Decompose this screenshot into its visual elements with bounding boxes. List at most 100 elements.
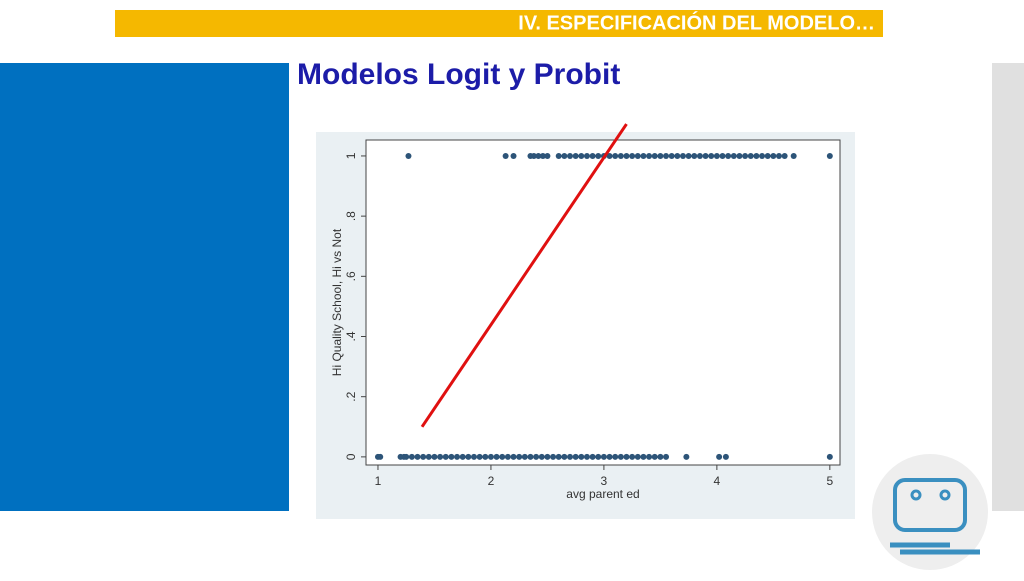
point: [499, 453, 506, 460]
point: [431, 453, 438, 460]
point: [578, 152, 585, 159]
point: [617, 152, 624, 159]
point: [493, 453, 500, 460]
point: [572, 453, 579, 460]
point: [442, 453, 449, 460]
point: [408, 453, 415, 460]
point: [544, 152, 551, 159]
point: [775, 152, 782, 159]
point: [623, 453, 630, 460]
point: [759, 152, 766, 159]
point: [535, 152, 542, 159]
point: [516, 453, 523, 460]
point: [736, 152, 743, 159]
point: [583, 152, 590, 159]
point: [651, 453, 658, 460]
point: [544, 453, 551, 460]
point: [448, 453, 455, 460]
point: [657, 453, 664, 460]
point: [629, 453, 636, 460]
point: [716, 453, 723, 460]
x-tick-label: 1: [375, 474, 382, 488]
point: [683, 453, 690, 460]
point: [578, 453, 585, 460]
point: [663, 453, 670, 460]
point: [459, 453, 466, 460]
point: [764, 152, 771, 159]
point: [567, 453, 574, 460]
point: [668, 152, 675, 159]
point: [527, 453, 534, 460]
point: [657, 152, 664, 159]
point: [781, 152, 788, 159]
point: [790, 152, 797, 159]
point: [651, 152, 658, 159]
point: [521, 453, 528, 460]
point: [634, 152, 641, 159]
point: [719, 152, 726, 159]
point: [414, 453, 421, 460]
point: [595, 453, 602, 460]
point: [561, 152, 568, 159]
y-tick-label: 0: [344, 453, 358, 460]
x-tick-label: 3: [601, 474, 608, 488]
point: [612, 453, 619, 460]
point: [470, 453, 477, 460]
header: IV. ESPECIFICACIÓN DEL MODELO…: [518, 10, 875, 34]
y-tick-label: .2: [344, 391, 358, 401]
point: [753, 152, 760, 159]
point: [725, 152, 732, 159]
point: [454, 453, 461, 460]
point: [533, 453, 540, 460]
point: [437, 453, 444, 460]
point: [623, 152, 630, 159]
slide-title: Modelos Logit y Probit: [297, 58, 620, 91]
x-tick-label: 5: [826, 474, 833, 488]
point: [405, 152, 412, 159]
point: [826, 453, 833, 460]
fit-line: [420, 123, 628, 428]
logo: [872, 454, 988, 570]
point: [646, 152, 653, 159]
point: [634, 453, 641, 460]
point: [487, 453, 494, 460]
y-tick-label: .6: [344, 271, 358, 281]
point: [646, 453, 653, 460]
point: [482, 453, 489, 460]
point: [685, 152, 692, 159]
point: [612, 152, 619, 159]
point: [742, 152, 749, 159]
point: [377, 453, 384, 460]
point: [606, 152, 613, 159]
y-tick-label: .8: [344, 211, 358, 221]
point: [589, 152, 596, 159]
point: [691, 152, 698, 159]
point: [538, 453, 545, 460]
point: [679, 152, 686, 159]
point: [465, 453, 472, 460]
point: [713, 152, 720, 159]
chart: 0 .2 .4 .6 .8 1 1 2 3 4 5 avg parent ed Hi Quality S…: [330, 123, 833, 501]
point: [826, 152, 833, 159]
point: [617, 453, 624, 460]
point: [640, 152, 647, 159]
point: [476, 453, 483, 460]
plot-area: [365, 139, 841, 466]
point: [425, 453, 432, 460]
point: [696, 152, 703, 159]
point: [747, 152, 754, 159]
point: [629, 152, 636, 159]
point: [589, 453, 596, 460]
point: [504, 453, 511, 460]
header-bar: [115, 10, 883, 37]
point: [606, 453, 613, 460]
y-tick-label: .4: [344, 331, 358, 341]
point: [595, 152, 602, 159]
x-tick-label: 4: [714, 474, 721, 488]
point: [530, 152, 537, 159]
point: [663, 152, 670, 159]
point: [502, 152, 509, 159]
point: [640, 453, 647, 460]
